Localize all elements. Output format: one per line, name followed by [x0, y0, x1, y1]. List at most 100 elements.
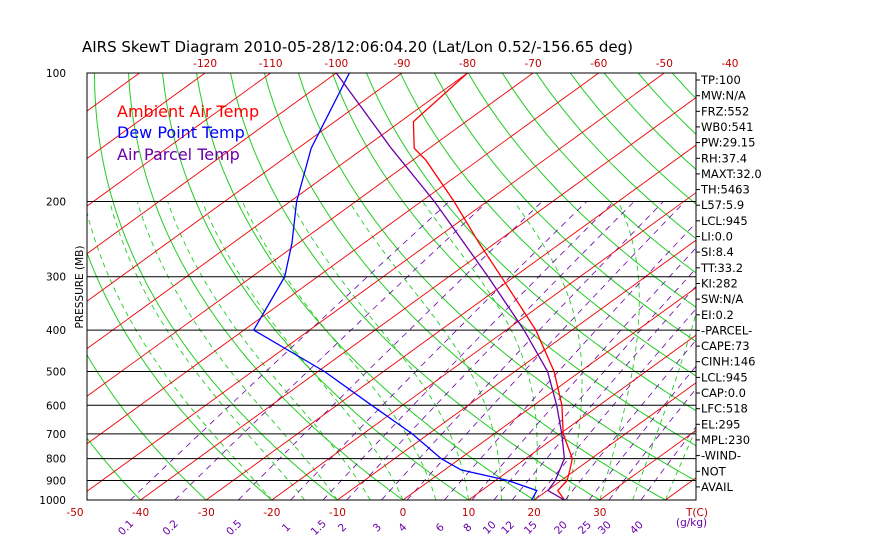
index-value: -PARCEL- [701, 323, 752, 337]
pressure-tick-label: 100 [46, 68, 66, 80]
index-value: AVAIL [701, 480, 734, 494]
isotherm-line [87, 73, 337, 255]
index-value: MAXT:32.0 [701, 167, 762, 181]
mixing-ratio-tick-label: 0.5 [224, 518, 244, 538]
dry-adiabat-line [842, 73, 870, 509]
legend-ambient-air-temp: Ambient Air Temp [117, 102, 259, 121]
moist-adiabat-line [167, 201, 371, 500]
mixing-ratio-tick-label: 0.2 [161, 518, 181, 538]
isotherm-line [0, 73, 8, 500]
dry-adiabat-line [399, 73, 696, 377]
isotherm-line [337, 239, 696, 500]
dry-adiabat-line [365, 73, 696, 412]
dry-adiabat-line [433, 73, 696, 343]
index-value: LFC:518 [701, 402, 748, 416]
dry-adiabat-line [87, 251, 273, 500]
isotherm-line [87, 73, 534, 397]
top-temp-tick-label: -100 [324, 58, 348, 70]
mixing-ratio-tick-label: 20 [552, 519, 570, 537]
index-value: EI:0.2 [701, 308, 734, 322]
mixing-ratio-tick-label: 15 [522, 519, 540, 537]
dry-adiabat-line [331, 73, 696, 447]
plot-border [86, 72, 697, 501]
dry-adiabat-line [94, 73, 339, 500]
bottom-temp-tick-label: -50 [66, 507, 83, 519]
mixing-ratio-line [406, 201, 686, 500]
index-value: EL:295 [701, 417, 741, 431]
bottom-temp-tick-label: 0 [400, 507, 407, 519]
moist-adiabat-line [201, 201, 404, 500]
moist-adiabat-line [348, 201, 502, 500]
pressure-tick-label: 300 [46, 272, 66, 284]
top-temp-tick-label: -120 [193, 58, 217, 70]
dry-adiabat-line [808, 73, 870, 509]
isotherm-lines [0, 73, 870, 500]
mixing-ratio-line [174, 201, 488, 500]
dry-adiabat-line [501, 73, 696, 274]
index-value: TH:5463 [700, 183, 750, 197]
bottom-temp-tick-label: 20 [528, 507, 541, 519]
index-value: WB0:541 [701, 120, 753, 134]
top-temp-tick-label: -70 [525, 58, 542, 70]
index-value: NOT [701, 464, 727, 478]
dew-point-temp-line [252, 73, 538, 500]
top-temp-tick-label: -110 [259, 58, 283, 70]
chart-title: AIRS SkewT Diagram 2010-05-28/12:06:04.2… [82, 38, 633, 56]
dry-adiabat-line [297, 73, 696, 482]
mixing-ratio-line [588, 365, 696, 500]
isotherm-line [87, 73, 403, 302]
moist-adiabat-line [513, 201, 583, 500]
mixing-ratio-line [381, 201, 664, 500]
bottom-temp-tick-label: 30 [593, 507, 606, 519]
pressure-tick-label: 600 [46, 400, 66, 412]
isotherm-line [87, 73, 468, 350]
index-value: CAP:0.0 [701, 386, 746, 400]
mixing-ratio-tick-label: 40 [628, 519, 646, 537]
isotherm-line [87, 73, 599, 445]
index-value: SI:8.4 [701, 245, 734, 259]
mixing-ratio-line [346, 201, 635, 500]
pressure-tick-label: 200 [46, 197, 66, 209]
index-value: CINH:146 [701, 355, 756, 369]
bottom-temp-tick-label: 10 [462, 507, 475, 519]
mixing-ratio-tick-label: 30 [596, 519, 614, 537]
isotherm-line [87, 73, 271, 207]
y-axis-label: PRESSURE (MB) [74, 245, 86, 328]
mixing-ratio-tick-label: 1 [280, 521, 293, 534]
dry-adiabat-line [774, 73, 870, 509]
temp-unit-label: T(C) [685, 507, 708, 519]
index-value: LCL:945 [701, 370, 748, 384]
mixing-ratio-line [564, 339, 696, 500]
mixing-ratio-tick-label: 10 [481, 519, 499, 537]
bottom-temp-tick-label: -10 [329, 507, 346, 519]
moist-adiabat-line [664, 427, 696, 500]
isotherm-line [533, 382, 696, 500]
mixing-ratio-unit-label: (g/kg) [676, 517, 707, 529]
index-value: FRZ:552 [701, 104, 749, 118]
mixing-ratio-tick-label: 6 [434, 521, 447, 534]
index-value: KI:282 [701, 277, 738, 291]
mixing-ratio-line [608, 388, 696, 500]
index-value: PW:29.15 [701, 136, 755, 150]
moist-adiabat-lines [87, 201, 696, 500]
index-value: SW:N/A [701, 292, 743, 306]
index-value: TP:100 [700, 73, 741, 87]
dry-adiabat-line [230, 73, 601, 500]
mixing-ratio-line [322, 201, 615, 500]
air-parcel-temp-line [335, 73, 566, 500]
isotherm-line [87, 73, 665, 492]
top-temp-tick-label: -50 [656, 58, 673, 70]
moist-adiabat-line [241, 201, 437, 500]
isotherm-line [797, 73, 870, 500]
dry-adiabat-line [87, 353, 207, 500]
top-temp-tick-label: -80 [459, 58, 476, 70]
mixing-ratio-tick-label: 4 [396, 521, 409, 534]
profile-series [252, 73, 573, 500]
index-value: L57:5.9 [701, 198, 744, 212]
top-temp-tick-label: -60 [590, 58, 607, 70]
pressure-tick-label: 1000 [39, 495, 66, 507]
mixing-ratio-tick-label: 12 [499, 519, 517, 537]
mixing-ratio-tick-label: 25 [576, 519, 594, 537]
